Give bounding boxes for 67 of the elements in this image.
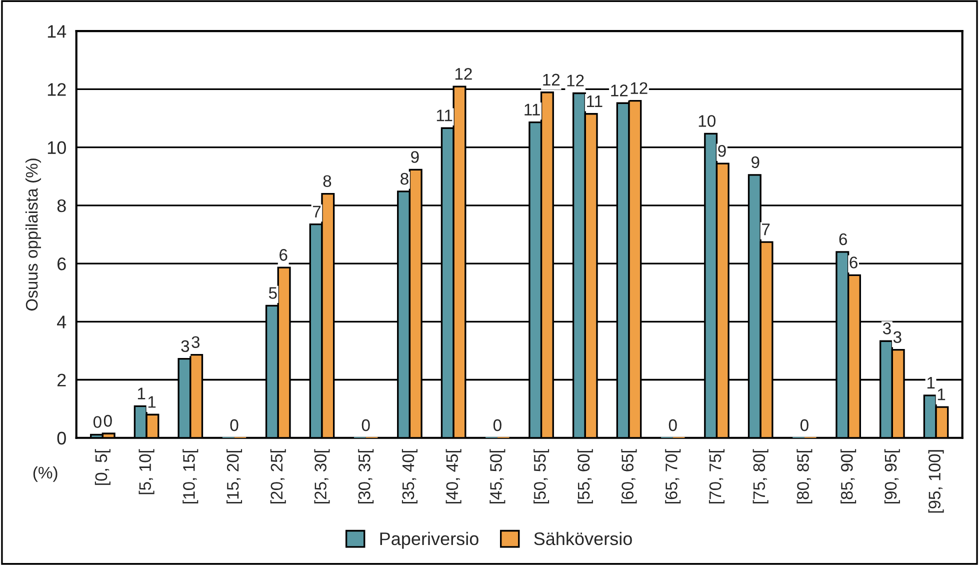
x-tick-label: [80, 85[ [796, 449, 812, 504]
x-tick-label: [0, 5[ [94, 449, 110, 485]
x-tick-label: [5, 10[ [138, 449, 154, 494]
x-tick-label: [85, 90[ [840, 449, 856, 504]
legend-label: Paperiversio [380, 532, 478, 549]
data-label: 11 [587, 95, 602, 107]
data-label: 0 [800, 419, 808, 432]
y-tick-label: 8 [57, 199, 66, 212]
data-label: 11 [436, 110, 452, 122]
x-tick-label: [35, 40[ [402, 449, 418, 504]
data-label: 7 [312, 206, 321, 218]
data-label: 1 [138, 388, 146, 400]
data-label: 12 [630, 82, 648, 94]
y-axis-title: Osuus oppilaista (%) [25, 158, 42, 311]
x-tick-label: [70, 75[ [708, 449, 725, 504]
x-tick-label: [60, 65[ [621, 449, 637, 504]
x-tick-label: [95, 100] [928, 450, 944, 513]
x-tick-label: [75, 80[ [752, 449, 768, 504]
x-tick-label: [45, 50[ [490, 449, 506, 504]
data-label: 1 [927, 377, 935, 389]
data-label: 9 [718, 144, 726, 157]
legend-label: Sähköversio [534, 532, 632, 546]
x-tick-label: [30, 35[ [358, 449, 374, 504]
data-label: 7 [762, 224, 770, 236]
data-label: 3 [893, 331, 902, 344]
data-label: 5 [268, 287, 277, 299]
y-tick-label: 2 [58, 374, 66, 386]
x-tick-label: [50, 55[ [534, 449, 550, 504]
data-label: 0 [93, 416, 102, 428]
x-tick-label: [15, 20[ [226, 449, 242, 504]
y-tick-label: 14 [48, 25, 66, 38]
x-tick-label: [20, 25[ [270, 449, 286, 504]
data-label: 12 [611, 84, 628, 96]
y-tick-label: 6 [58, 257, 66, 270]
data-label: 0 [493, 419, 502, 432]
data-label: 9 [411, 151, 419, 163]
data-label: 3 [882, 322, 891, 334]
x-axis-title: (%) [33, 466, 58, 482]
x-tick-label: [90, 95[ [884, 449, 900, 504]
data-label: 12 [455, 68, 472, 80]
data-label: 0 [668, 419, 677, 432]
x-tick-label: [40, 45[ [446, 449, 462, 504]
data-label: 1 [148, 396, 156, 408]
y-tick-label: 0 [57, 432, 66, 445]
data-label: 1 [938, 388, 946, 400]
data-label: 9 [752, 156, 760, 168]
data-label: 12 [543, 74, 560, 86]
x-tick-label: [55, 60[ [577, 449, 593, 504]
data-label: 0 [230, 419, 238, 432]
data-label: 8 [323, 175, 332, 188]
x-tick-label: [10, 15[ [182, 449, 198, 504]
x-tick-label: [25, 30[ [314, 449, 330, 504]
x-tick-label: [65, 70[ [665, 449, 681, 504]
y-tick-label: 4 [57, 316, 66, 328]
data-label: 3 [192, 336, 200, 348]
y-tick-label: 10 [48, 141, 66, 154]
data-label: 0 [362, 419, 370, 432]
y-tick-label: 12 [48, 83, 66, 96]
data-label: 11 [524, 104, 540, 116]
data-label: 12 [567, 74, 584, 86]
data-label: 6 [839, 233, 847, 246]
data-label: 6 [850, 256, 858, 268]
data-label: 10 [698, 115, 716, 127]
data-label: 3 [181, 340, 190, 352]
data-label: 6 [280, 249, 288, 261]
data-label: 8 [400, 172, 408, 185]
data-label: 0 [104, 414, 112, 427]
